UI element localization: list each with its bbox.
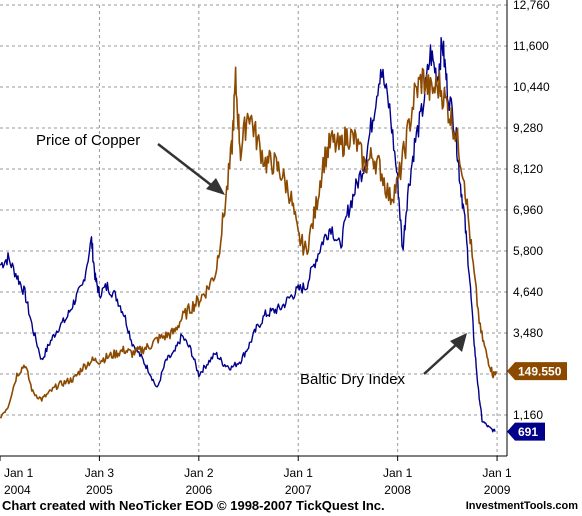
copper-price-line — [0, 66, 497, 419]
y-tick-label: 9,280 — [513, 121, 543, 135]
bdi-value-label: 691 — [518, 425, 538, 439]
y-tick-label: 3,480 — [513, 326, 543, 340]
copper-value-label: 149.550 — [518, 365, 562, 379]
x-tick-label: 2008 — [384, 483, 411, 497]
x-axis-tick-labels: Jan 1 2004 Jan 3 2005 Jan 2 2006 Jan 1 2007 Jan … — [4, 466, 512, 497]
y-tick-label: 12,760 — [513, 0, 550, 12]
copper-annotation-label: Price of Copper — [36, 132, 140, 149]
x-tick-label: Jan 1 — [284, 466, 314, 480]
copper-value-tag — [507, 362, 567, 381]
y-axis-tick-labels: 1,1602,3203,4804,6405,8006,9608,1209,280… — [513, 0, 550, 422]
x-tick-label: Jan 2 — [184, 466, 214, 480]
copper-arrow-head — [206, 178, 225, 195]
last-value-tags: 691 149.550 — [507, 362, 567, 441]
bdi-arrow-head — [450, 333, 467, 352]
x-tick-label: Jan 1 — [4, 466, 34, 480]
axes — [0, 0, 508, 461]
bdi-value-tag — [507, 422, 545, 441]
x-tick-label: 2009 — [484, 483, 511, 497]
x-tick-label: Jan 1 — [383, 466, 413, 480]
x-tick-label: Jan 3 — [85, 466, 115, 480]
x-tick-label: Jan 1 — [482, 466, 512, 480]
y-tick-label: 6,960 — [513, 203, 543, 217]
y-tick-label: 10,440 — [513, 80, 550, 94]
bdi-arrow-shaft — [423, 342, 459, 375]
annotations: Price of Copper Baltic Dry Index — [36, 132, 467, 388]
x-tick-label: 2005 — [86, 483, 113, 497]
y-tick-label: 5,800 — [513, 244, 543, 258]
site-credit: InvestmentTools.com — [465, 500, 578, 512]
y-tick-label: 11,600 — [513, 39, 549, 53]
bdi-annotation-label: Baltic Dry Index — [300, 371, 406, 388]
copper-arrow-shaft — [157, 143, 216, 189]
y-tick-label: 1,160 — [513, 408, 543, 422]
x-tick-label: 2006 — [185, 483, 212, 497]
grid-lines — [0, 4, 507, 456]
x-tick-label: 2007 — [285, 483, 312, 497]
chart-credit: Chart created with NeoTicker EOD © 1998-… — [2, 498, 385, 513]
baltic-dry-index-line — [0, 37, 496, 433]
x-tick-label: 2004 — [4, 483, 31, 497]
y-tick-label: 8,120 — [513, 162, 543, 176]
y-tick-label: 4,640 — [513, 285, 543, 299]
series-lines — [0, 37, 497, 433]
